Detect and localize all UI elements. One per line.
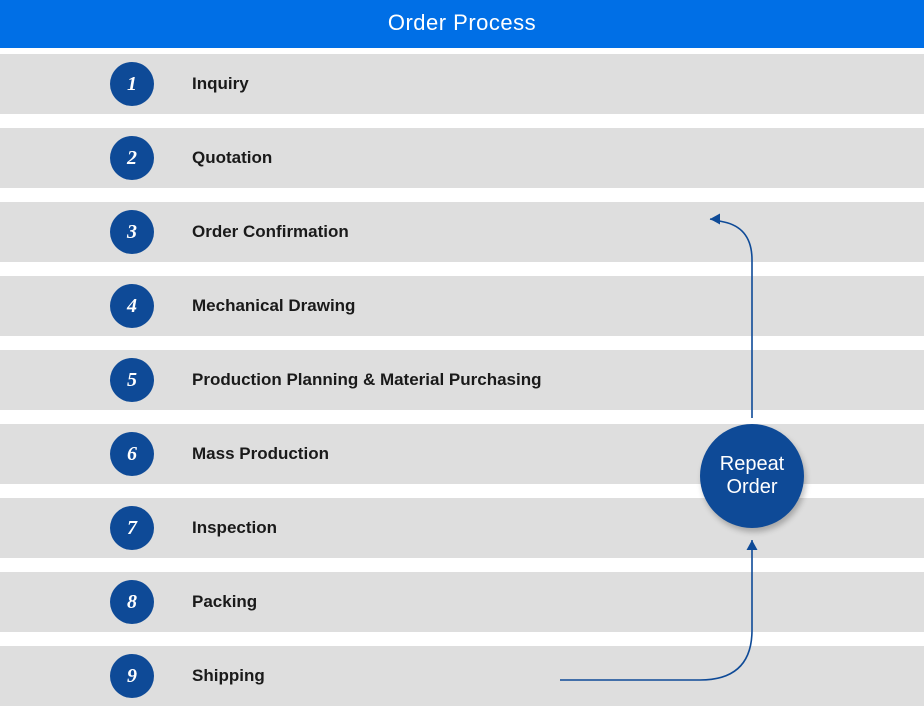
step-row: 9 Shipping <box>0 646 924 706</box>
step-row: 1 Inquiry <box>0 54 924 114</box>
step-number-circle: 7 <box>110 506 154 550</box>
step-number-circle: 9 <box>110 654 154 698</box>
step-row: 5 Production Planning & Material Purchasi… <box>0 350 924 410</box>
step-number-circle: 3 <box>110 210 154 254</box>
step-label: Packing <box>192 592 257 612</box>
step-number-circle: 1 <box>110 62 154 106</box>
step-label: Mechanical Drawing <box>192 296 355 316</box>
title-bar: Order Process <box>0 0 924 48</box>
steps-list: 1 Inquiry 2 Quotation 3 Order Confirmation 4 Me… <box>0 54 924 706</box>
repeat-label-1: Repeat <box>720 453 785 475</box>
step-row: 4 Mechanical Drawing <box>0 276 924 336</box>
step-number-circle: 4 <box>110 284 154 328</box>
step-number-circle: 2 <box>110 136 154 180</box>
step-label: Quotation <box>192 148 272 168</box>
step-row: 2 Quotation <box>0 128 924 188</box>
step-number-circle: 8 <box>110 580 154 624</box>
step-label: Production Planning & Material Purchasin… <box>192 370 542 390</box>
step-row: 3 Order Confirmation <box>0 202 924 262</box>
page-title: Order Process <box>388 10 536 35</box>
step-number-circle: 5 <box>110 358 154 402</box>
step-label: Shipping <box>192 666 265 686</box>
repeat-label-2: Order <box>726 476 777 498</box>
step-row: 8 Packing <box>0 572 924 632</box>
step-label: Order Confirmation <box>192 222 349 242</box>
step-label: Mass Production <box>192 444 329 464</box>
step-number-circle: 6 <box>110 432 154 476</box>
step-label: Inspection <box>192 518 277 538</box>
repeat-order-badge: Repeat Order <box>700 424 804 528</box>
step-label: Inquiry <box>192 74 249 94</box>
